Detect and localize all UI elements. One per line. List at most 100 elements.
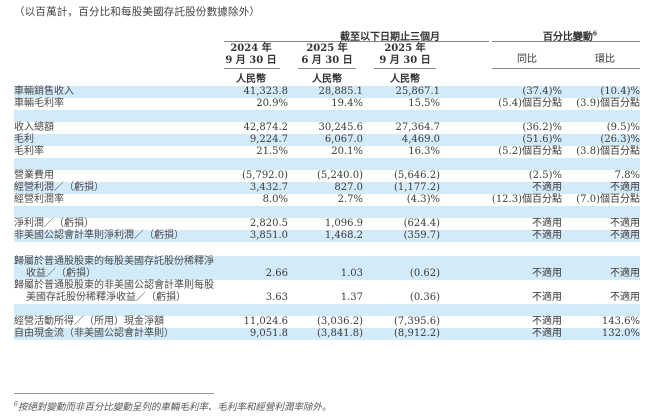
spacer-row: [14, 304, 640, 316]
row-label: 收入總額: [14, 122, 54, 133]
col-header-qoq: 環比: [595, 54, 615, 65]
value-yoy: (2.5)%: [528, 170, 562, 181]
currency-2025q3: 人民幣: [390, 74, 420, 85]
date-rule-2: [298, 68, 356, 69]
value-yoy: (36.2)%: [522, 122, 562, 133]
spacer-row: [14, 158, 640, 170]
value-2025q3: (359.7): [403, 230, 440, 241]
value-qoq: (7.0)個百分點: [576, 194, 640, 205]
currency-2025q2: 人民幣: [312, 74, 342, 85]
value-2025q3: (624.4): [403, 218, 440, 229]
value-2024q3: 2,820.5: [249, 218, 288, 229]
row-label-line1: 歸屬於普通股股東的非美國公認會計準則每股: [14, 280, 214, 291]
value-2025q2: (3,841.8): [317, 328, 363, 339]
value-2025q3: 4,469.0: [401, 134, 440, 145]
value-qoq: (26.3)%: [600, 134, 640, 145]
value-2024q3: 9,224.7: [249, 134, 288, 145]
value-2024q3: 41,323.8: [243, 86, 288, 97]
value-2024q3: (5,792.0): [242, 170, 288, 181]
footnote-divider: [14, 393, 214, 394]
value-2025q2: 827.0: [334, 182, 363, 193]
value-2024q3: 3,432.7: [249, 182, 288, 193]
table-row: 車輛毛利率 20.9% 19.4% 15.5% (5.4)個百分點 (3.9)個…: [14, 98, 640, 110]
date-rule-3: [374, 68, 436, 69]
value-2024q3: 3,851.0: [249, 230, 288, 241]
value-qoq: (10.4)%: [600, 86, 640, 97]
financial-table: 車輛銷售收入 41,323.8 28,885.1 25,867.1 (37.4)…: [14, 86, 640, 340]
col-year: 2025 年: [384, 43, 426, 54]
value-2024q3: 9,051.8: [249, 328, 288, 339]
value-yoy: 不適用: [532, 316, 562, 327]
row-label: 歸屬於普通股股東的每股美國存託股份稀釋淨 收益／（虧損）: [14, 256, 214, 280]
value-2024q3: 3.63: [265, 292, 288, 303]
table-row: 車輛銷售收入 41,323.8 28,885.1 25,867.1 (37.4)…: [14, 86, 640, 98]
value-yoy: (5.2)個百分點: [498, 146, 562, 157]
row-label: 經營活動所得／（所用）現金淨額: [14, 316, 164, 327]
value-2025q2: 20.1%: [331, 146, 363, 157]
row-label: 車輛銷售收入: [14, 86, 74, 97]
row-label: 營業費用: [14, 170, 54, 181]
value-2025q2: 1,468.2: [324, 230, 363, 241]
footnote-text: 按絕對變動而非百分比變動呈列的車輛毛利率、毛利率和經營利潤率除外。: [17, 402, 332, 413]
table-row: 非美國公認會計準則淨利潤／（虧損） 3,851.0 1,468.2 (359.7…: [14, 230, 640, 242]
col-year: 2024 年: [230, 43, 272, 54]
value-2025q3: (5,646.2): [394, 170, 440, 181]
currency-2024q3: 人民幣: [236, 74, 266, 85]
value-qoq: 不適用: [610, 230, 640, 241]
value-2025q2: 1.37: [340, 292, 363, 303]
table-row: 歸屬於普通股股東的每股美國存託股份稀釋淨 收益／（虧損） 2.66 1.03 (…: [14, 256, 640, 280]
value-qoq: 143.6%: [601, 316, 640, 327]
table-row: 營業費用 (5,792.0) (5,240.0) (5,646.2) (2.5)…: [14, 170, 640, 182]
change-group-rule: [492, 41, 640, 42]
value-2024q3: 11,024.6: [243, 316, 288, 327]
value-2025q3: (1,177.2): [394, 182, 440, 193]
value-2024q3: 20.9%: [256, 98, 288, 109]
value-yoy: (5.4)個百分點: [498, 98, 562, 109]
value-2025q2: 6,067.0: [324, 134, 363, 145]
value-yoy: 不適用: [532, 292, 562, 303]
value-2025q3: (8,912.2): [394, 328, 440, 339]
col-date: 9 月 30 日: [225, 55, 277, 66]
col-date: 9 月 30 日: [379, 55, 431, 66]
spacer-row: [14, 206, 640, 218]
value-yoy: 不適用: [532, 218, 562, 229]
row-label: 自由現金流（非美國公認會計準則）: [14, 328, 174, 339]
footnote-marker: 6: [14, 400, 18, 408]
table-row: 經營利潤／（虧損） 3,432.7 827.0 (1,177.2) 不適用 不適…: [14, 182, 640, 194]
value-2024q3: 2.66: [265, 268, 288, 279]
col-header-2025q3: 2025 年 9 月 30 日: [378, 43, 432, 67]
row-label: 毛利率: [14, 146, 44, 157]
value-yoy: 不適用: [532, 230, 562, 241]
value-2024q3: 8.0%: [262, 194, 288, 205]
row-label: 非美國公認會計準則淨利潤／（虧損）: [14, 230, 184, 241]
value-qoq: 不適用: [610, 292, 640, 303]
value-qoq: 7.8%: [614, 170, 640, 181]
period-group-header: 截至以下日期止三個月: [340, 32, 440, 43]
table-row: 毛利率 21.5% 20.1% 16.3% (5.2)個百分點 (3.8)個百分…: [14, 146, 640, 158]
row-label: 淨利潤／（虧損）: [14, 218, 94, 229]
value-2024q3: 21.5%: [256, 146, 288, 157]
value-2025q2: 28,885.1: [318, 86, 363, 97]
value-qoq: 132.0%: [601, 328, 640, 339]
value-yoy: 不適用: [532, 268, 562, 279]
change-group-label: 百分比變動: [542, 32, 593, 43]
value-2025q3: 25,867.1: [395, 86, 440, 97]
value-yoy: 不適用: [532, 328, 562, 339]
row-label: 經營利潤率: [14, 194, 64, 205]
value-qoq: (3.8)個百分點: [576, 146, 640, 157]
change-sub-rule: [492, 68, 640, 69]
value-2025q3: 27,364.7: [395, 122, 440, 133]
value-qoq: 不適用: [610, 218, 640, 229]
footnote: 6按絕對變動而非百分比變動呈列的車輛毛利率、毛利率和經營利潤率除外。: [14, 399, 331, 413]
col-year: 2025 年: [306, 43, 348, 54]
table-row: 毛利 9,224.7 6,067.0 4,469.0 (51.6)% (26.3…: [14, 134, 640, 146]
unit-note: （以百萬計，百分比和每股美國存託股份數據除外）: [14, 6, 261, 18]
value-2025q3: (0.36): [409, 292, 440, 303]
value-2025q3: (0.62): [409, 268, 440, 279]
table-row: 收入總額 42,874.2 30,245.6 27,364.7 (36.2)% …: [14, 122, 640, 134]
row-label: 歸屬於普通股股東的非美國公認會計準則每股 美國存託股份稀釋淨收益／（虧損）: [14, 280, 214, 304]
col-date: 6 月 30 日: [301, 55, 353, 66]
table-row: 歸屬於普通股股東的非美國公認會計準則每股 美國存託股份稀釋淨收益／（虧損） 3.…: [14, 280, 640, 304]
value-2025q2: (5,240.0): [317, 170, 363, 181]
table-row: 經營利潤率 8.0% 2.7% (4.3)% (12.3)個百分點 (7.0)個…: [14, 194, 640, 206]
